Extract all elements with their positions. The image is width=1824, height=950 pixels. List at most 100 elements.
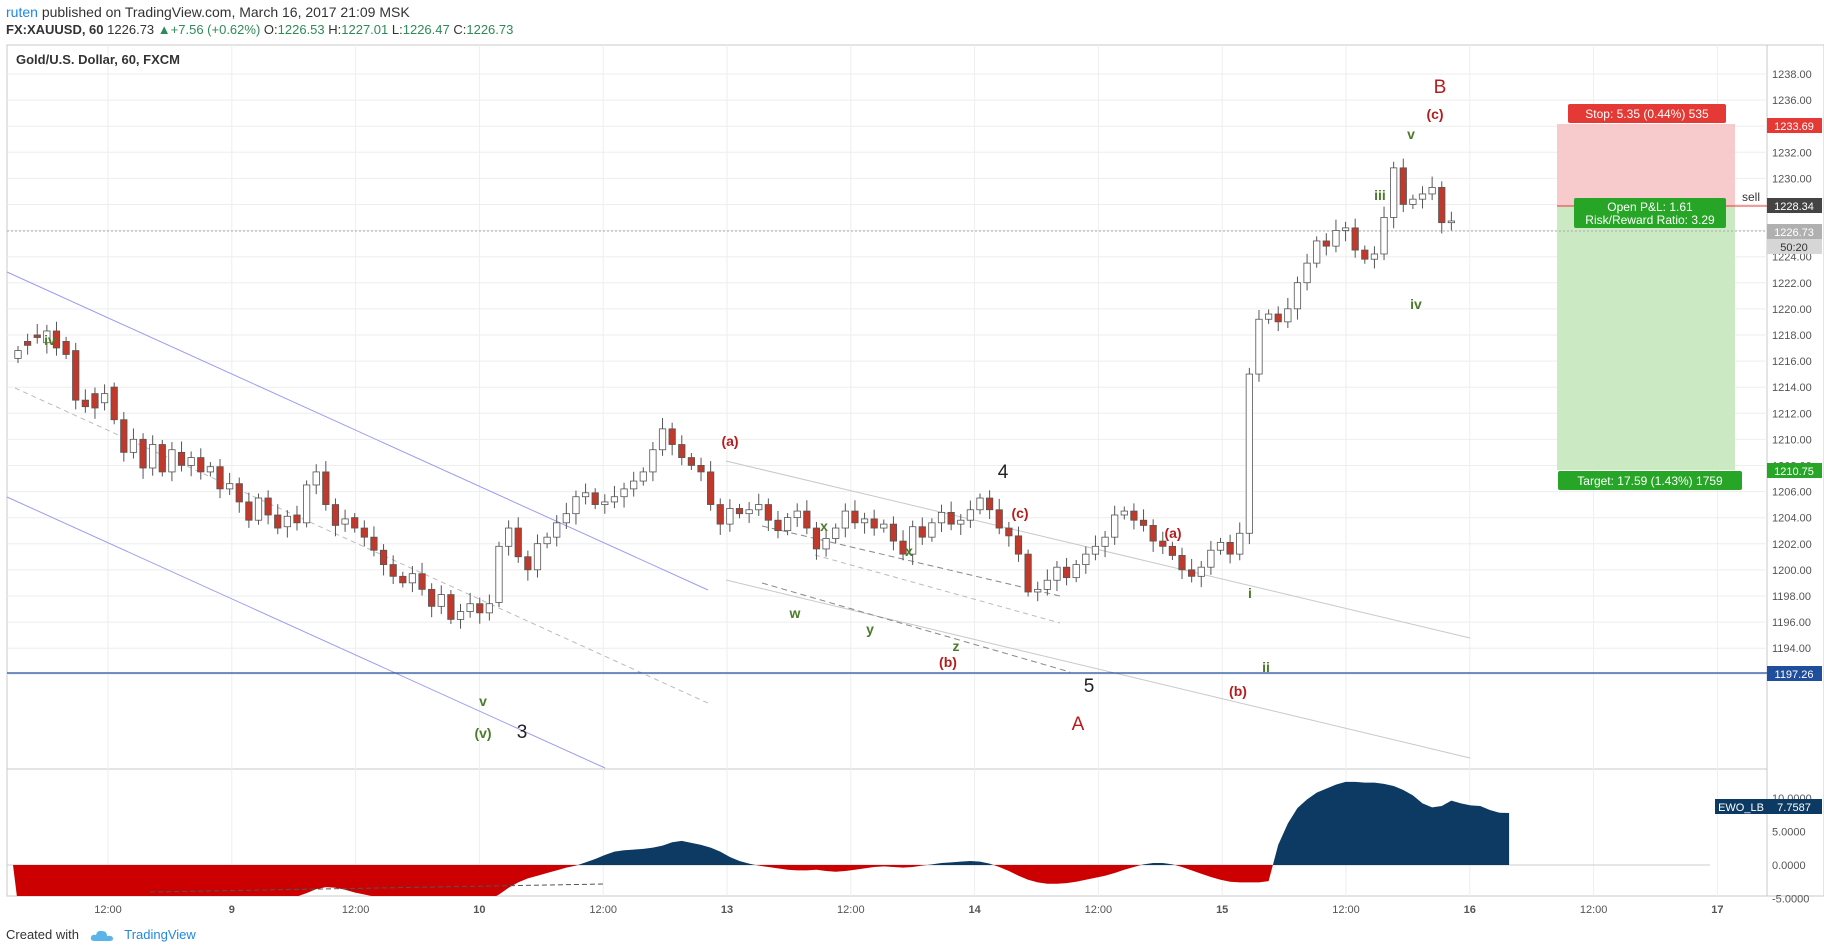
candle: [687, 453, 696, 470]
price-tick-label: 1236.00: [1772, 95, 1812, 107]
wave-label: (c): [1011, 505, 1028, 521]
candle: [1178, 547, 1186, 580]
target-zone[interactable]: [1557, 206, 1735, 470]
candle: [591, 488, 599, 510]
time-tick-label: 12:00: [837, 904, 865, 916]
author-link[interactable]: ruten: [6, 4, 38, 20]
symbol-label: FX:XAUUSD, 60: [6, 22, 104, 37]
candle: [1226, 534, 1234, 564]
candle: [254, 493, 263, 525]
target-label[interactable]: Target: 17.59 (1.43%) 1759: [1558, 471, 1742, 490]
indicator-tick-label: 0.0000: [1772, 860, 1806, 872]
candle: [793, 503, 801, 527]
wave-label: iv: [44, 332, 56, 348]
candle: [476, 597, 484, 624]
pnl-label[interactable]: Open P&L: 1.61 Risk/Reward Ratio: 3.29: [1574, 198, 1726, 228]
candle: [841, 503, 849, 538]
quote-line: FX:XAUUSD, 60 1226.73 ▲+7.56 (+0.62%) O:…: [6, 21, 513, 39]
candle: [553, 515, 561, 547]
candle: [33, 324, 41, 344]
candle: [245, 492, 253, 528]
candle: [1245, 367, 1253, 545]
main-pane[interactable]: [6, 44, 1768, 770]
time-tick-label: 10: [473, 904, 485, 916]
stop-label[interactable]: Stop: 5.35 (0.44%) 535: [1568, 104, 1726, 123]
grid: [7, 45, 1767, 896]
candle: [707, 461, 715, 511]
svg-text:1228.34: 1228.34: [1774, 201, 1814, 213]
candle: [1149, 519, 1157, 552]
price-tick-label: 1196.00: [1772, 617, 1811, 629]
candle: [533, 534, 542, 578]
stop-zone[interactable]: [1557, 124, 1735, 206]
candlestick-series[interactable]: [14, 158, 1455, 629]
candle: [168, 442, 176, 482]
time-tick-label: 12:00: [1332, 904, 1360, 916]
candle: [485, 594, 493, 621]
svg-text:1226.73: 1226.73: [1774, 227, 1814, 239]
wave-label: v: [479, 693, 487, 709]
time-axis-ticks: 12:00 9 12:00 10 12:00 13 12:00 14 12:00 15 12:00 1…: [94, 904, 1723, 916]
candle: [91, 387, 99, 419]
price-tick-label: 1216.00: [1772, 356, 1812, 368]
candle: [1255, 309, 1263, 382]
ewo-value-badge: 7.7587: [1767, 799, 1822, 814]
candle: [1351, 218, 1359, 258]
indicator-tick-label: -5.0000: [1772, 894, 1809, 906]
candle: [803, 500, 811, 535]
price-tick-label: 1230.00: [1772, 173, 1812, 185]
candle: [120, 412, 128, 462]
candle: [177, 441, 186, 472]
candle: [206, 462, 214, 477]
price-tick-label: 1200.00: [1772, 565, 1812, 577]
wave-label: A: [1072, 714, 1085, 735]
svg-text:1197.26: 1197.26: [1775, 669, 1814, 681]
candle: [524, 550, 532, 581]
candle: [784, 513, 792, 536]
last-price-badge: 1226.73 50:20: [1767, 224, 1822, 254]
candle: [755, 493, 763, 516]
candle: [100, 384, 109, 411]
tradingview-link[interactable]: TradingView: [124, 927, 196, 942]
high-label: H:: [328, 22, 342, 37]
time-tick-label: 15: [1216, 904, 1228, 916]
candle: [456, 603, 465, 629]
candle: [562, 502, 570, 529]
time-tick-label: 12:00: [342, 904, 370, 916]
ewo-trendline[interactable]: [149, 883, 606, 893]
candle: [880, 519, 888, 533]
wave-label: v: [1407, 126, 1415, 142]
price-tick-label: 1210.00: [1772, 434, 1812, 446]
candle: [1447, 211, 1455, 231]
candle: [447, 590, 455, 624]
candle: [129, 428, 138, 459]
candle: [745, 502, 753, 523]
candle: [1428, 176, 1436, 201]
wave-label: 3: [517, 722, 528, 743]
candle: [1207, 540, 1215, 575]
time-tick-label: 12:00: [1580, 904, 1608, 916]
candle: [1361, 245, 1369, 264]
candle: [1390, 161, 1398, 229]
candle: [1265, 309, 1273, 324]
candle: [860, 512, 869, 534]
candle: [81, 389, 89, 413]
candle: [668, 422, 676, 456]
support-price-badge: 1197.26: [1767, 666, 1822, 681]
svg-text:Stop: 5.35 (0.44%) 535: Stop: 5.35 (0.44%) 535: [1585, 107, 1709, 121]
candle: [1332, 219, 1340, 253]
sell-label: sell: [1742, 190, 1760, 204]
candle: [1005, 521, 1013, 547]
wave-label: w: [789, 605, 801, 621]
candle: [812, 521, 821, 560]
candle: [283, 510, 291, 538]
candle: [918, 517, 926, 545]
candle: [1101, 531, 1109, 558]
candle: [341, 509, 349, 532]
time-tick-label: 12:00: [1085, 904, 1113, 916]
candle: [1043, 569, 1051, 596]
high-value: 1227.01: [341, 22, 389, 37]
ewo-legend[interactable]: EWO_LB: [1715, 799, 1767, 814]
open-value: 1226.53: [277, 22, 325, 37]
